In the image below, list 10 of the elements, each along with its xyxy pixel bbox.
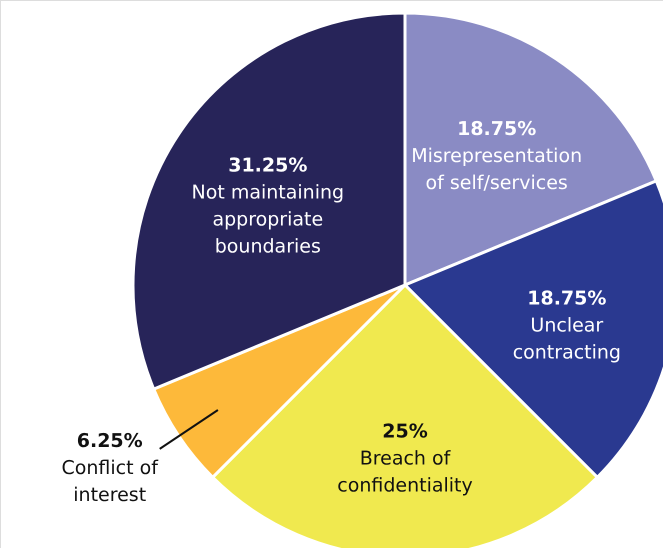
data-label: 18.75% xyxy=(527,288,606,310)
data-label: 18.75% xyxy=(457,118,536,140)
data-label: 31.25% xyxy=(228,154,308,176)
slice-label: Unclear contracting xyxy=(512,314,621,364)
data-label: 25% xyxy=(382,420,428,442)
data-label: 6.25% xyxy=(76,430,143,452)
slice-label: Misrepresentation of self/services xyxy=(411,145,582,194)
slice-label: Not maintaining appropriate boundaries xyxy=(192,181,344,258)
slice-label: Breach of confidentiality xyxy=(337,447,473,496)
slice-label: Conflict of interest xyxy=(62,456,160,506)
